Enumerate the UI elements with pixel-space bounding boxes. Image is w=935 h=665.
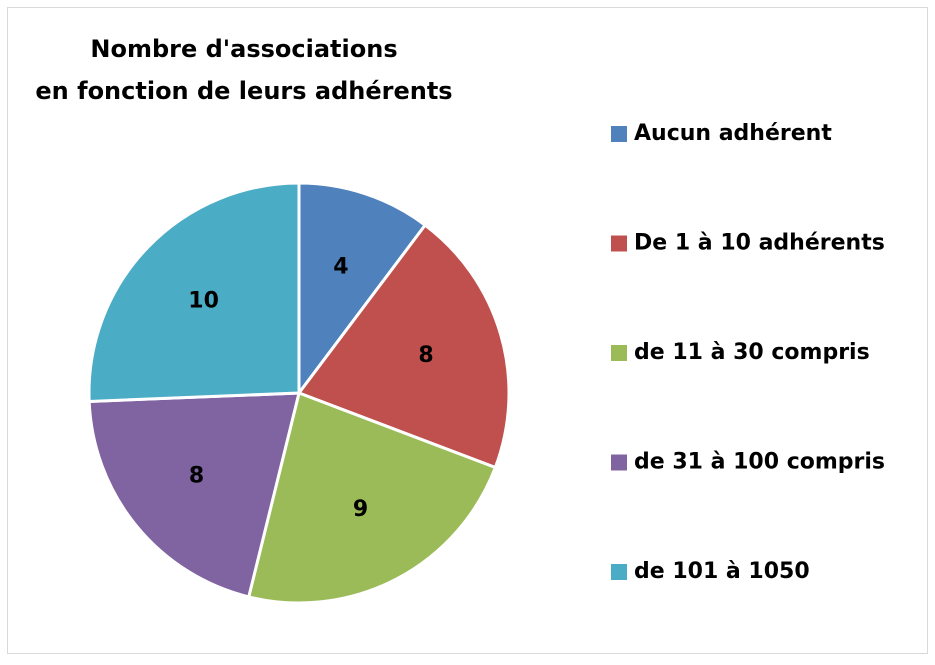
legend-swatch	[611, 126, 627, 142]
legend-swatch	[611, 345, 627, 361]
legend-swatch	[611, 454, 627, 471]
legend-label: de 101 à 1050	[634, 559, 810, 584]
data-label: 4	[333, 255, 348, 280]
data-label: 8	[189, 464, 204, 489]
legend-label: de 11 à 30 compris	[634, 340, 870, 365]
pie-slice	[87, 181, 301, 404]
pie-slice	[297, 181, 428, 398]
data-label: 8	[418, 343, 433, 368]
chart-title: en fonction de leurs adhérents	[35, 77, 452, 105]
legend-swatch	[611, 235, 627, 252]
data-label: 9	[353, 497, 368, 522]
pie-slice	[87, 391, 301, 599]
legend-label: De 1 à 10 adhérents	[634, 231, 885, 256]
legend-label: Aucun adhérent	[634, 121, 832, 146]
chart-title: Nombre d'associations	[90, 35, 397, 63]
legend-swatch	[611, 564, 627, 580]
pie-slice	[246, 390, 498, 605]
legend-label: de 31 à 100 compris	[634, 450, 885, 475]
data-label: 10	[188, 288, 219, 313]
pie-slice	[296, 223, 511, 470]
